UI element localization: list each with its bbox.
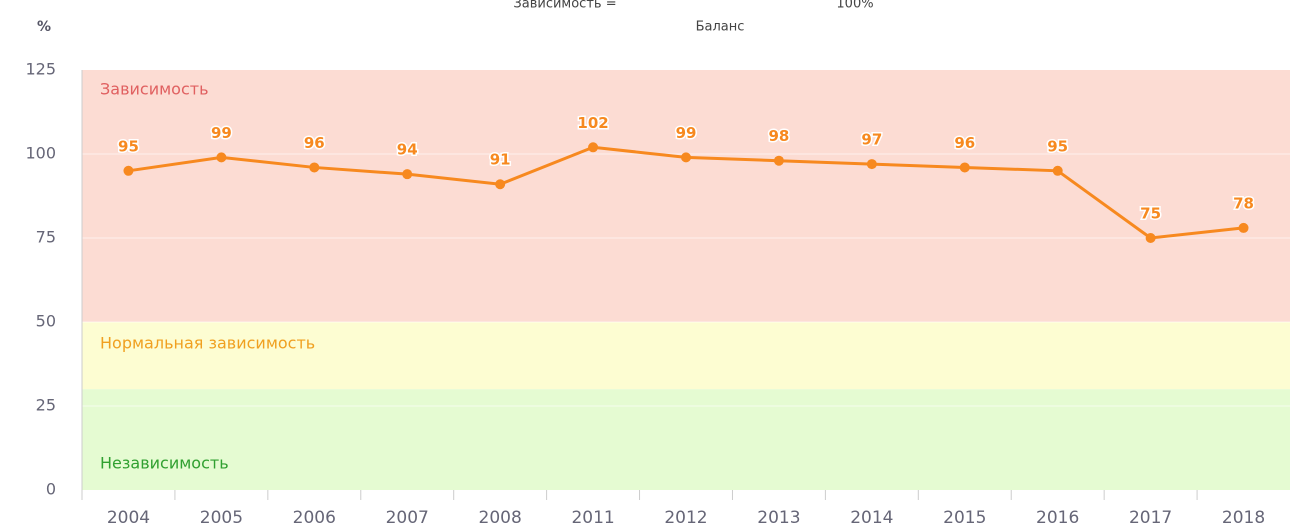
data-label: 95 xyxy=(118,137,139,155)
x-tick-label: 2006 xyxy=(293,508,336,528)
annotation: Зависимость = xyxy=(513,0,616,12)
x-tick-label: 2007 xyxy=(386,508,429,528)
y-tick-label: 50 xyxy=(36,312,56,331)
data-label: 97 xyxy=(861,131,882,149)
marker xyxy=(588,142,599,153)
marker xyxy=(959,162,970,173)
marker xyxy=(773,155,784,166)
x-tick-label: 2004 xyxy=(107,508,150,528)
y-axis-label: % xyxy=(37,19,51,35)
data-label: 95 xyxy=(1047,137,1068,155)
x-tick-label: 2015 xyxy=(943,508,986,528)
marker xyxy=(123,165,134,176)
x-tick-label: 2014 xyxy=(850,508,893,528)
band xyxy=(82,389,1290,490)
marker xyxy=(402,169,413,180)
marker xyxy=(1238,222,1249,233)
x-tick-label: 2005 xyxy=(200,508,243,528)
band-label: Независимость xyxy=(100,454,229,473)
marker xyxy=(1052,165,1063,176)
data-label: 78 xyxy=(1233,194,1254,212)
data-label: 99 xyxy=(676,124,697,142)
y-tick-label: 125 xyxy=(25,60,56,79)
x-tick-label: 2017 xyxy=(1129,508,1172,528)
data-label: 102 xyxy=(577,114,608,132)
y-tick-label: 0 xyxy=(46,480,56,499)
marker xyxy=(866,159,877,170)
marker xyxy=(309,162,320,173)
data-label: 98 xyxy=(768,127,789,145)
data-label: 96 xyxy=(954,134,975,152)
annotation: 100% xyxy=(836,0,873,12)
data-label: 99 xyxy=(211,124,232,142)
x-tick-label: 2013 xyxy=(757,508,800,528)
y-tick-label: 100 xyxy=(25,144,56,163)
x-tick-label: 2008 xyxy=(479,508,522,528)
x-tick-label: 2011 xyxy=(571,508,614,528)
annotation: Баланс xyxy=(696,20,745,35)
band xyxy=(82,70,1290,322)
band xyxy=(82,322,1290,390)
y-tick-label: 75 xyxy=(36,228,56,247)
band-label: Зависимость xyxy=(100,80,209,99)
x-tick-label: 2012 xyxy=(664,508,707,528)
y-tick-label: 25 xyxy=(36,396,56,415)
data-label: 94 xyxy=(397,141,418,159)
marker xyxy=(681,152,691,163)
band-label: Нормальная зависимость xyxy=(100,334,315,353)
data-label: 96 xyxy=(304,134,325,152)
x-tick-label: 2018 xyxy=(1222,508,1265,528)
x-tick-label: 2016 xyxy=(1036,508,1079,528)
marker xyxy=(495,179,506,190)
marker xyxy=(216,152,227,163)
marker xyxy=(1145,233,1156,243)
data-label: 91 xyxy=(490,151,511,169)
data-label: 75 xyxy=(1140,205,1161,223)
